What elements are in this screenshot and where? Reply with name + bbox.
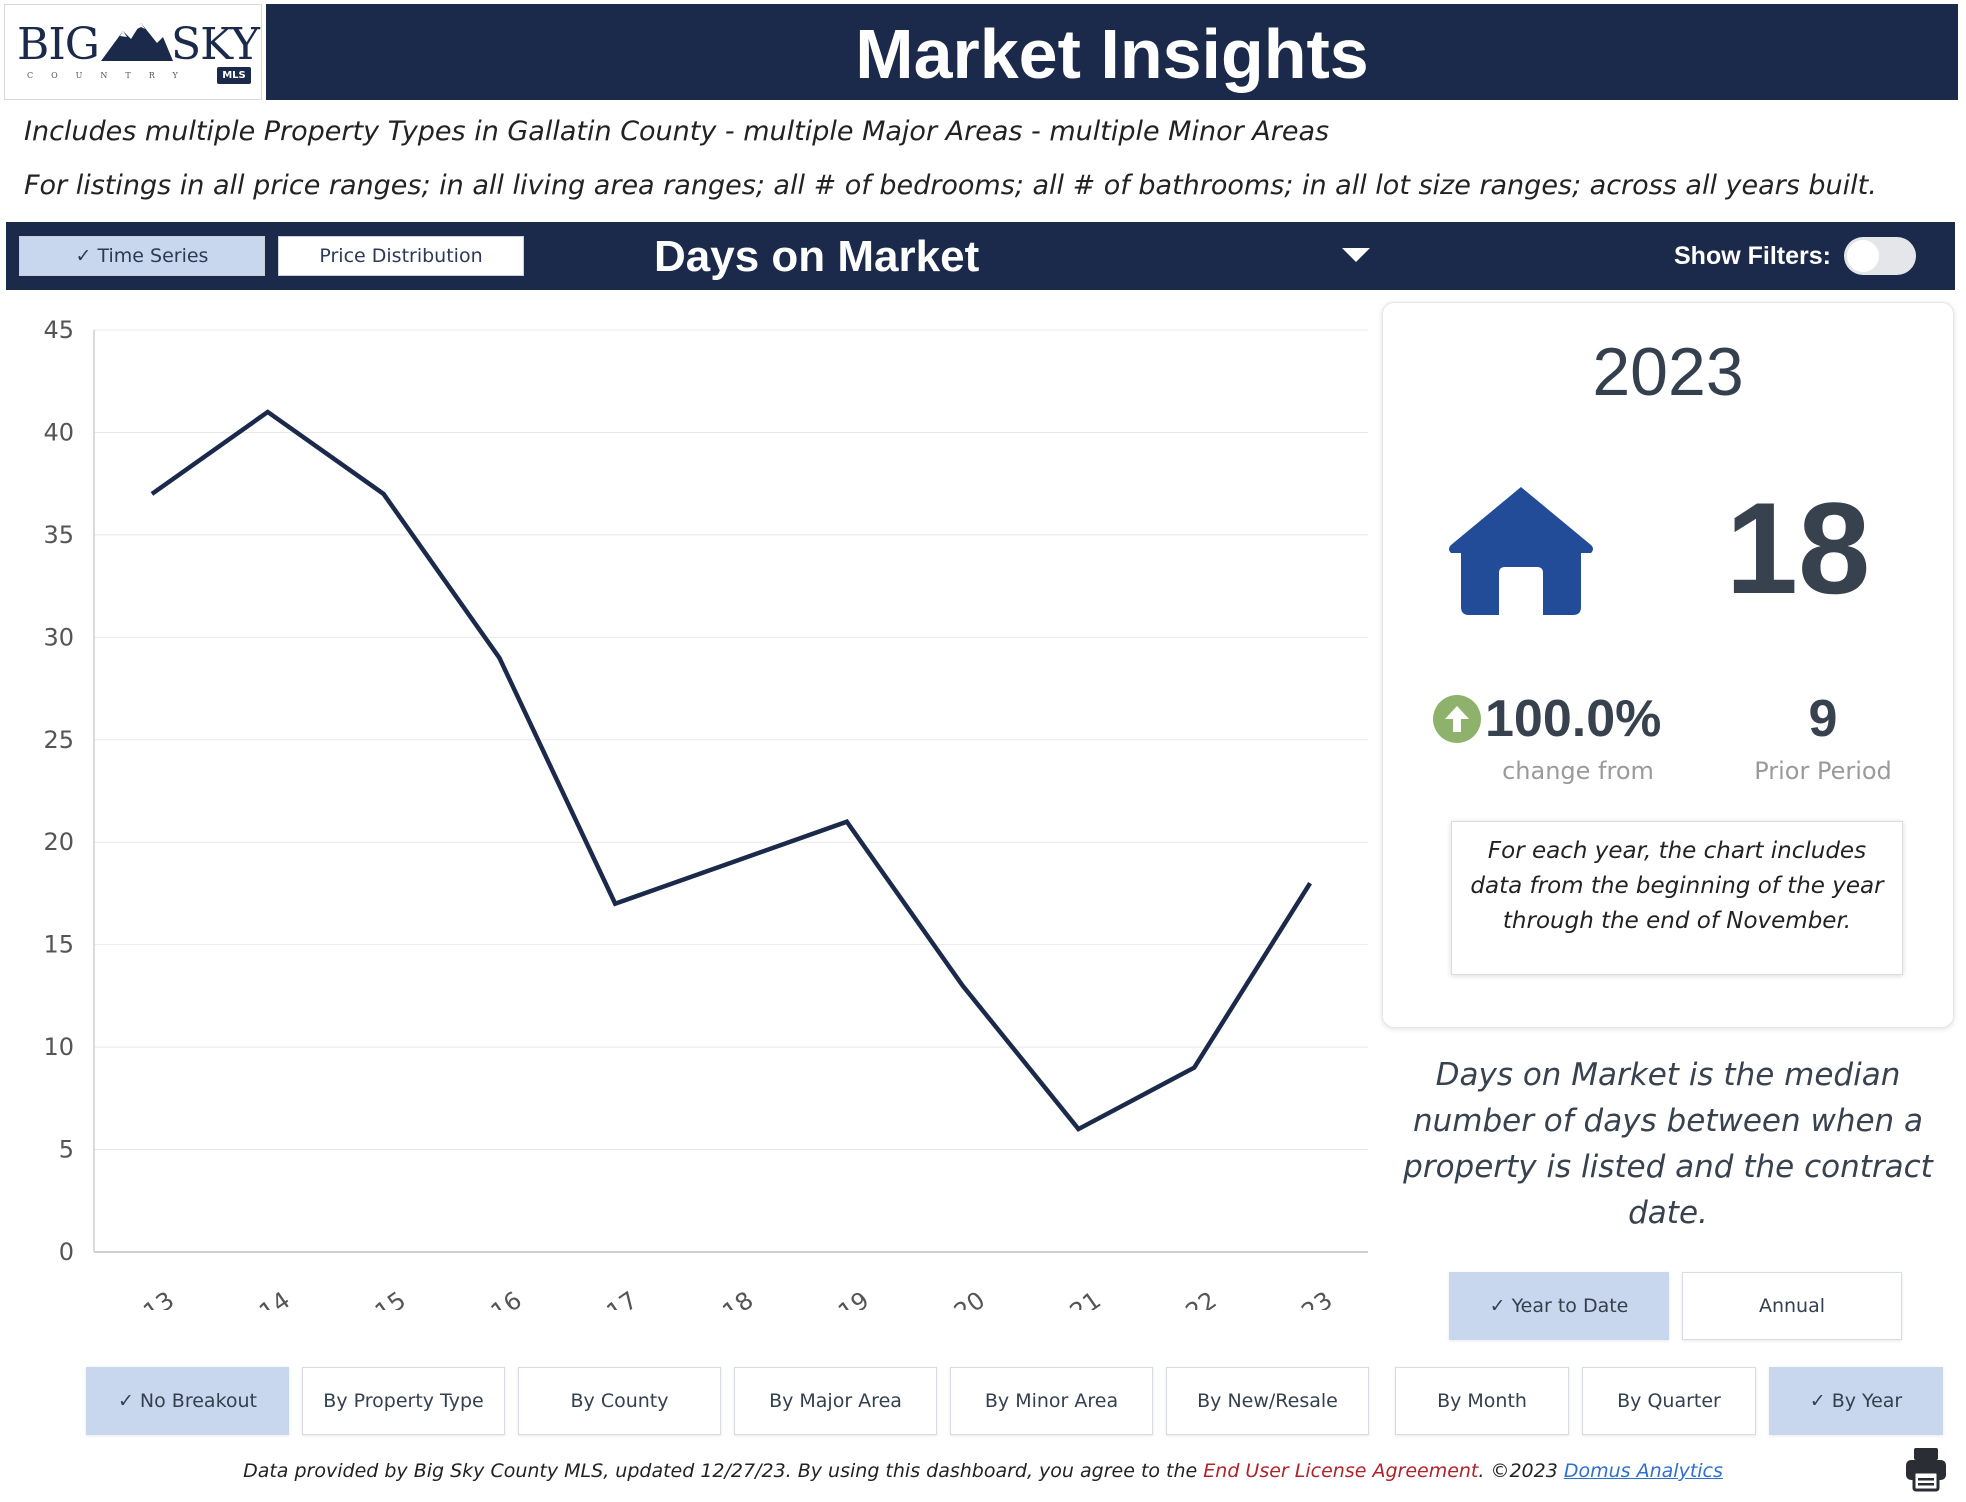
x-tick-label: 2021 bbox=[1040, 1286, 1106, 1310]
x-tick-label: 2019 bbox=[808, 1286, 874, 1310]
summary-prior-value: 9 bbox=[1808, 690, 1838, 748]
house-icon bbox=[1449, 487, 1593, 615]
header: BIG SKY COUNTRY MLS Market Insights bbox=[0, 0, 1966, 104]
x-tick-label: 2020 bbox=[924, 1286, 990, 1310]
y-tick-label: 5 bbox=[59, 1136, 74, 1164]
data-point[interactable] bbox=[1298, 871, 1322, 895]
up-arrow-icon bbox=[1433, 695, 1481, 743]
logo-country-text: COUNTRY bbox=[27, 71, 196, 80]
annual-button[interactable]: Annual bbox=[1682, 1272, 1902, 1340]
footer-text: Data provided by Big Sky County MLS, upd… bbox=[243, 1460, 1204, 1482]
x-tick-label: 2016 bbox=[461, 1286, 527, 1310]
year-to-date-button[interactable]: ✓ Year to Date bbox=[1449, 1272, 1669, 1340]
x-tick-label: 2017 bbox=[577, 1286, 643, 1310]
data-point[interactable] bbox=[951, 974, 975, 998]
filter-description: Includes multiple Property Types in Gall… bbox=[24, 116, 1330, 147]
y-tick-label: 45 bbox=[43, 316, 74, 344]
title-bar: Market Insights bbox=[266, 4, 1958, 100]
x-tick-label: 2013 bbox=[113, 1286, 179, 1310]
data-point[interactable] bbox=[487, 646, 511, 670]
metric-definition: Days on Market is the median number of d… bbox=[1403, 1057, 1933, 1231]
y-tick-label: 10 bbox=[43, 1033, 74, 1061]
no-breakout-button[interactable]: ✓ No Breakout bbox=[86, 1367, 289, 1435]
summary-note: For each year, the chart includes data f… bbox=[1451, 821, 1903, 975]
by-month-button[interactable]: By Month bbox=[1395, 1367, 1569, 1435]
data-point[interactable] bbox=[719, 851, 743, 875]
logo: BIG SKY COUNTRY MLS bbox=[4, 4, 262, 100]
by-property-type-button[interactable]: By Property Type bbox=[302, 1367, 505, 1435]
chevron-down-icon bbox=[1342, 248, 1370, 262]
x-axis: 2013 2014 2015 2016 2017 2018 2019 2020 2021 2022… bbox=[94, 1251, 1368, 1310]
y-tick-label: 35 bbox=[43, 521, 74, 549]
data-point[interactable] bbox=[603, 892, 627, 916]
y-tick-label: 0 bbox=[59, 1238, 74, 1266]
y-tick-label: 15 bbox=[43, 931, 74, 959]
x-tick-label: 2018 bbox=[692, 1286, 758, 1310]
toggle-knob bbox=[1847, 240, 1879, 272]
logo-big-text: BIG bbox=[17, 19, 100, 70]
by-quarter-button[interactable]: By Quarter bbox=[1582, 1367, 1756, 1435]
y-tick-label: 40 bbox=[43, 418, 74, 446]
by-minor-area-button[interactable]: By Minor Area bbox=[950, 1367, 1153, 1435]
footer-copyright: . ©2023 bbox=[1478, 1460, 1564, 1482]
data-point[interactable] bbox=[835, 810, 859, 834]
y-tick-label: 25 bbox=[43, 726, 74, 754]
summary-year: 2023 bbox=[1592, 334, 1744, 410]
summary-change: 100.0% bbox=[1485, 690, 1662, 748]
control-bar: ✓ Time Series Price Distribution Days on… bbox=[6, 222, 1955, 290]
data-point[interactable] bbox=[256, 400, 280, 424]
summary-card: 2023 18 100.0% change from 9 Prior Perio… bbox=[1382, 302, 1954, 1028]
data-point[interactable] bbox=[1066, 1117, 1090, 1141]
show-filters-label: Show Filters: bbox=[1674, 242, 1831, 270]
print-icon[interactable] bbox=[1904, 1446, 1948, 1492]
price-distribution-button[interactable]: Price Distribution bbox=[278, 236, 524, 276]
show-filters-toggle[interactable] bbox=[1844, 237, 1916, 275]
by-major-area-button[interactable]: By Major Area bbox=[734, 1367, 937, 1435]
time-series-button[interactable]: ✓ Time Series bbox=[19, 236, 265, 276]
x-tick-label: 2014 bbox=[229, 1286, 295, 1310]
data-point[interactable] bbox=[140, 482, 164, 506]
metric-label: Days on Market bbox=[654, 232, 980, 281]
gridlines bbox=[94, 329, 1368, 1151]
summary-change-label: change from bbox=[1502, 757, 1654, 785]
range-description: For listings in all price ranges; in all… bbox=[24, 170, 1877, 201]
by-year-button[interactable]: ✓ By Year bbox=[1769, 1367, 1943, 1435]
summary-value: 18 bbox=[1725, 475, 1871, 621]
metric-dropdown[interactable]: Days on Market bbox=[642, 228, 1382, 284]
series-line bbox=[150, 409, 1312, 1132]
y-axis: 0 5 10 15 20 25 30 35 40 45 bbox=[43, 316, 95, 1266]
y-tick-label: 20 bbox=[43, 828, 74, 856]
logo-sky-text: SKY bbox=[171, 19, 260, 70]
page-title: Market Insights bbox=[855, 15, 1369, 93]
mountain-icon bbox=[101, 23, 173, 61]
x-tick-label: 2015 bbox=[345, 1286, 411, 1310]
summary-prior-label: Prior Period bbox=[1754, 757, 1892, 785]
domus-analytics-link[interactable]: Domus Analytics bbox=[1563, 1460, 1723, 1482]
series-layer bbox=[140, 400, 1322, 1141]
logo-mls-badge: MLS bbox=[217, 67, 251, 84]
data-point[interactable] bbox=[372, 482, 396, 506]
x-tick-label: 2023 bbox=[1271, 1286, 1337, 1310]
data-point[interactable] bbox=[1182, 1056, 1206, 1080]
eula-link[interactable]: End User License Agreement bbox=[1203, 1460, 1479, 1482]
footer: Data provided by Big Sky County MLS, upd… bbox=[0, 1460, 1966, 1482]
by-new-resale-button[interactable]: By New/Resale bbox=[1166, 1367, 1369, 1435]
x-tick-label: 2022 bbox=[1156, 1286, 1222, 1310]
y-tick-label: 30 bbox=[43, 623, 74, 651]
by-county-button[interactable]: By County bbox=[518, 1367, 721, 1435]
